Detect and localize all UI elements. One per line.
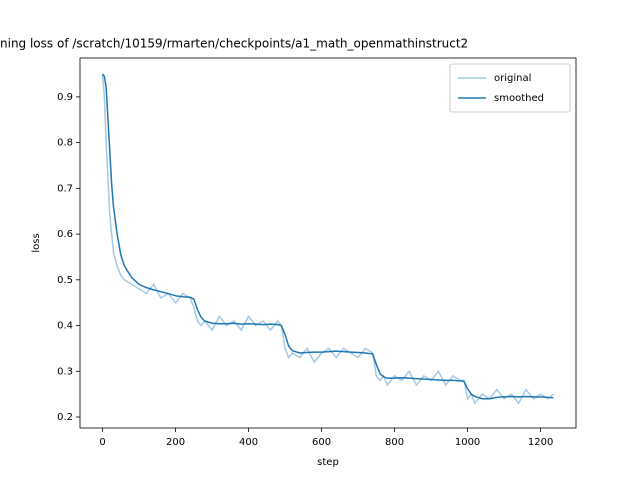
line-series <box>101 73 554 400</box>
y-tick-label: 0.9 <box>57 92 73 103</box>
legend-box <box>449 63 571 113</box>
line-series <box>101 73 554 405</box>
legend-label: smoothed <box>494 93 544 104</box>
y-axis-label: loss <box>31 233 42 252</box>
x-tick-label: 800 <box>385 437 404 448</box>
y-tick-label: 0.4 <box>57 321 73 332</box>
y-tick-label: 0.8 <box>57 138 73 149</box>
x-tick-label: 0 <box>99 437 105 448</box>
x-tick-label: 1000 <box>455 437 480 448</box>
x-tick-label: 400 <box>239 437 258 448</box>
y-tick-label: 0.7 <box>57 183 73 194</box>
x-axis-label: step <box>317 457 339 468</box>
chart-title: ning loss of /scratch/10159/rmarten/chec… <box>0 37 468 51</box>
x-tick-label: 600 <box>312 437 331 448</box>
y-tick-label: 0.6 <box>57 229 73 240</box>
y-tick-label: 0.3 <box>57 366 73 377</box>
plot-frame <box>79 57 577 429</box>
y-tick-label: 0.5 <box>57 275 73 286</box>
x-tick-label: 1200 <box>528 437 553 448</box>
legend-label: original <box>494 73 531 84</box>
y-tick-label: 0.2 <box>57 412 73 423</box>
x-tick-label: 200 <box>166 437 185 448</box>
